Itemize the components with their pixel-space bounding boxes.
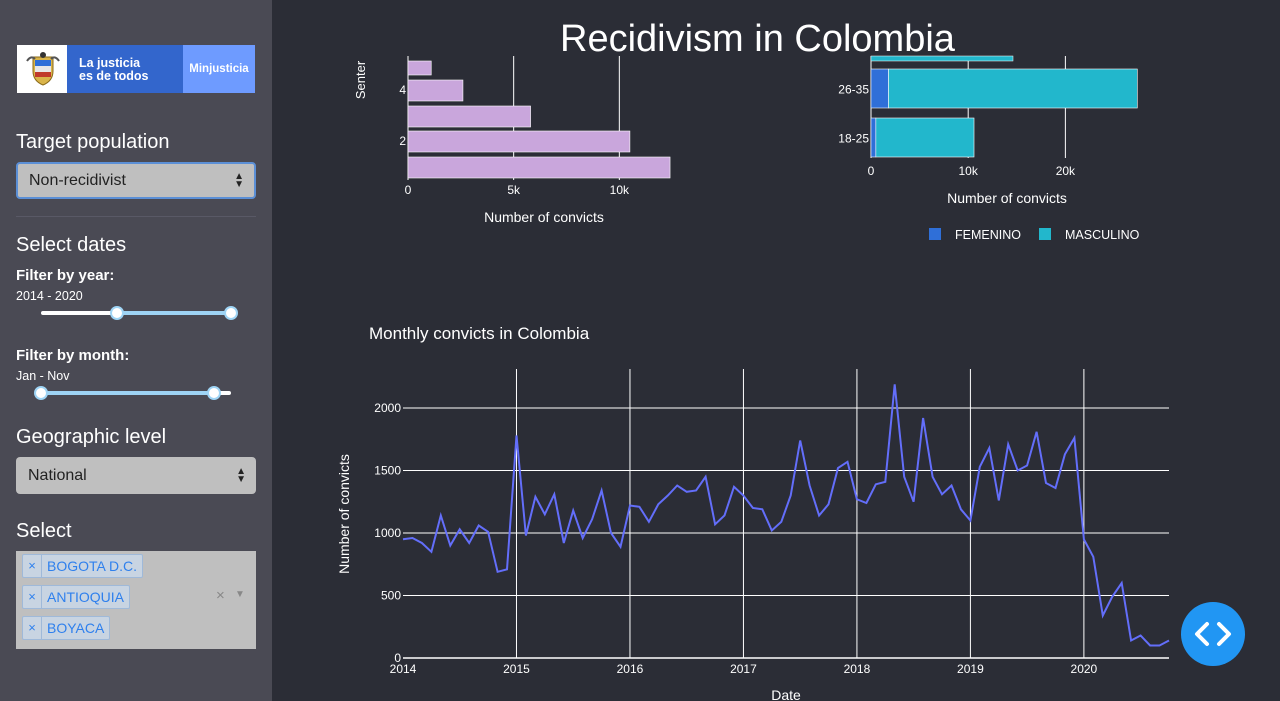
month-range-value: Jan - Nov: [16, 369, 70, 383]
c3-series-line: [402, 384, 1170, 647]
select-dates-label: Select dates: [16, 234, 127, 256]
code-toggle-button[interactable]: [1181, 602, 1245, 666]
month-filter-label: Filter by month:: [16, 347, 130, 364]
coat-of-arms-icon: [26, 52, 60, 86]
c3-x-tick: 2014: [390, 662, 417, 676]
c3-y-tick: 1500: [374, 464, 401, 478]
c2-x-tick: 10k: [959, 164, 979, 178]
c1-bar: [407, 79, 464, 102]
age-sex-bar-chart: 0 10k 20k 26-35 18-25 Number of convicts FE…: [838, 55, 1140, 242]
ministry-logo: La justicia es de todos Minjusticia: [17, 45, 255, 93]
chip-antioquia[interactable]: × ANTIOQUIA: [22, 585, 131, 609]
c2-bar-masculino: [875, 117, 975, 158]
c3-x-axis-label: Date: [771, 687, 801, 701]
clear-all-icon[interactable]: ×: [216, 587, 225, 604]
c1-x-axis-label: Number of convicts: [484, 209, 604, 225]
c3-title: Monthly convicts in Colombia: [369, 324, 590, 343]
legend-swatch-femenino: [929, 228, 941, 240]
slider-start-handle[interactable]: [110, 306, 124, 320]
c3-x-tick: 2018: [844, 662, 871, 676]
select-label: Select: [16, 520, 72, 542]
month-range-slider[interactable]: [34, 386, 231, 400]
chip-label: ANTIOQUIA: [47, 589, 125, 605]
chip-label: BOGOTA D.C.: [47, 558, 137, 574]
logo-brand: Minjusticia: [183, 45, 255, 93]
c3-x-tick: 2016: [617, 662, 644, 676]
c2-bar-partial: [870, 55, 1014, 62]
c1-y-axis-label: Senter: [353, 60, 368, 99]
c1-bar: [407, 105, 531, 128]
department-multi-select[interactable]: × BOGOTA D.C. × ANTIOQUIA × BOYACA × ▼: [16, 551, 256, 649]
slider-end-handle[interactable]: [206, 386, 221, 400]
select-arrows-icon: ▲ ▼: [234, 170, 244, 190]
c1-bar: [407, 130, 631, 153]
chip-label: BOYACA: [47, 620, 105, 636]
page-title: Recidivism in Colombia: [560, 18, 955, 60]
chip-bogota[interactable]: × BOGOTA D.C.: [22, 554, 143, 578]
c1-y-tick: 4: [399, 83, 406, 97]
logo-line-1: La justicia: [79, 56, 141, 70]
c1-bar: [407, 60, 432, 76]
logo-slogan: La justicia es de todos: [67, 45, 183, 93]
c1-y-tick: 2: [399, 134, 406, 148]
select-arrows-icon: ▲ ▼: [236, 465, 246, 485]
c2-x-tick: 0: [868, 164, 875, 178]
year-range-value: 2014 - 2020: [16, 289, 83, 303]
c2-bar-femenino: [870, 117, 877, 158]
c3-x-tick: 2015: [503, 662, 530, 676]
slider-start-handle[interactable]: [34, 386, 48, 400]
c2-y-tick: 18-25: [838, 132, 869, 146]
c3-x-tick: 2019: [957, 662, 984, 676]
c3-y-tick: 0: [394, 651, 401, 665]
sentence-bar-chart: 0 5k 10k 4 2 Senter Number of convicts: [353, 56, 671, 225]
c3-x-tick: 2020: [1071, 662, 1098, 676]
c1-x-tick: 5k: [507, 183, 521, 197]
geographic-level-value: National: [28, 467, 87, 484]
c2-y-tick: 26-35: [838, 83, 869, 97]
c3-y-axis-label: Number of convicts: [336, 454, 352, 574]
sidebar: La justicia es de todos Minjusticia Targ…: [0, 0, 272, 701]
geographic-level-select[interactable]: National ▲ ▼: [16, 457, 256, 494]
slider-track: [41, 391, 214, 395]
slider-end-handle[interactable]: [224, 306, 238, 320]
legend-swatch-masculino: [1039, 228, 1051, 240]
slider-track: [117, 311, 231, 315]
c1-bar: [407, 156, 671, 179]
code-icon: [1195, 622, 1231, 646]
legend-label-masculino: MASCULINO: [1065, 228, 1140, 242]
year-filter-label: Filter by year:: [16, 267, 115, 284]
c2-bar-femenino: [870, 68, 889, 109]
c3-y-tick: 500: [381, 589, 401, 603]
c2-x-axis-label: Number of convicts: [947, 190, 1067, 206]
c2-bar-masculino: [888, 68, 1138, 109]
monthly-convicts-line-chart: Monthly convicts in Colombia 2014 2015 201…: [336, 324, 1170, 701]
target-population-label: Target population: [16, 131, 170, 153]
chip-boyaca[interactable]: × BOYACA: [22, 616, 111, 640]
divider: [16, 216, 256, 217]
c2-x-tick: 20k: [1056, 164, 1076, 178]
logo-line-2: es de todos: [79, 69, 149, 83]
c3-y-tick: 1000: [374, 526, 401, 540]
year-range-slider[interactable]: [41, 306, 238, 320]
c3-y-tick: 2000: [374, 401, 401, 415]
c2-legend: FEMENINO MASCULINO: [929, 228, 1140, 242]
chip-remove-icon[interactable]: ×: [23, 555, 42, 577]
c3-x-tick: 2017: [730, 662, 757, 676]
c1-x-tick: 0: [405, 183, 412, 197]
target-population-value: Non-recidivist: [29, 172, 126, 189]
c1-x-tick: 10k: [610, 183, 630, 197]
legend-label-femenino: FEMENINO: [955, 228, 1021, 242]
target-population-select[interactable]: Non-recidivist ▲ ▼: [16, 162, 256, 199]
chevron-down-icon[interactable]: ▼: [235, 589, 245, 600]
chip-remove-icon[interactable]: ×: [23, 617, 42, 639]
geographic-level-label: Geographic level: [16, 426, 167, 448]
chip-remove-icon[interactable]: ×: [23, 586, 42, 608]
